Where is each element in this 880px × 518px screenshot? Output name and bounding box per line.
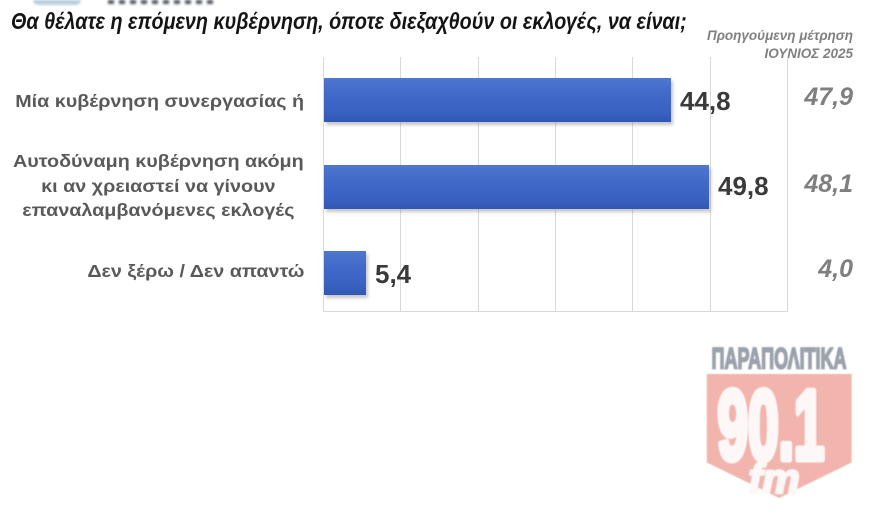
svg-text:fm: fm bbox=[748, 455, 799, 502]
svg-text:ΠΑΡΑΠΟΛΙΤΙΚΑ: ΠΑΡΑΠΟΛΙΤΙΚΑ bbox=[712, 343, 847, 376]
svg-text:90.1: 90.1 bbox=[718, 370, 825, 480]
